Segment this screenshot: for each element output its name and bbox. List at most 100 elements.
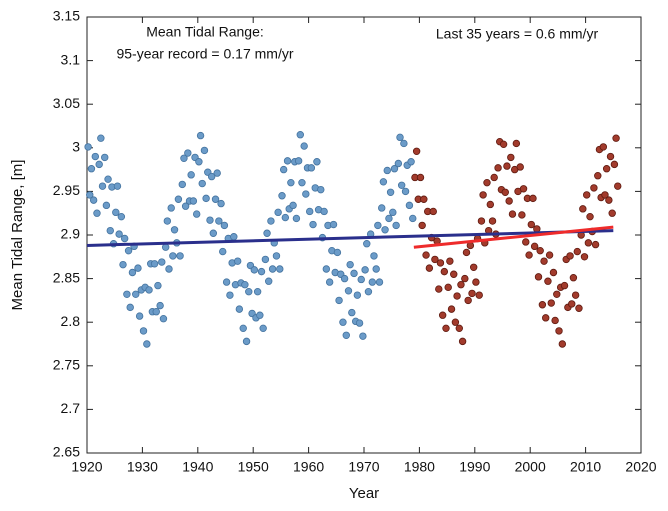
y-tick-label: 2.7 <box>61 400 81 416</box>
data-point <box>503 162 511 170</box>
data-point <box>372 265 380 273</box>
data-point <box>529 194 537 203</box>
y-tick-label: 3.05 <box>53 95 80 111</box>
data-point <box>450 270 458 278</box>
data-point <box>245 287 253 296</box>
data-point <box>602 165 611 173</box>
data-point <box>335 296 343 305</box>
y-axis-label: Mean Tidal Range, [m] <box>9 160 26 311</box>
x-tick-label: 2020 <box>625 459 656 475</box>
data-point <box>469 263 478 271</box>
data-point <box>113 182 122 190</box>
x-tick-label: 2000 <box>515 459 546 475</box>
data-point <box>516 163 524 171</box>
data-point <box>435 285 443 293</box>
data-point <box>461 274 469 283</box>
data-point <box>392 221 400 230</box>
data-point <box>355 319 364 327</box>
data-point <box>163 217 172 225</box>
data-point <box>571 291 580 299</box>
data-point <box>601 191 609 199</box>
data-point <box>126 303 134 312</box>
data-point <box>379 178 388 186</box>
data-point <box>580 253 589 261</box>
data-point <box>213 169 221 177</box>
data-point <box>584 239 593 247</box>
data-point <box>184 149 192 157</box>
data-point <box>353 291 362 299</box>
data-point <box>381 226 389 234</box>
data-point <box>416 173 425 182</box>
data-point <box>378 204 386 212</box>
x-tick-label: 1930 <box>127 459 158 475</box>
x-tick-label: 1950 <box>238 459 269 475</box>
data-point <box>440 267 449 276</box>
data-point <box>313 158 321 166</box>
trend-line <box>86 229 614 247</box>
data-point <box>486 200 495 209</box>
data-point <box>438 311 447 319</box>
data-point <box>104 175 112 183</box>
data-point <box>530 242 539 251</box>
data-point <box>158 258 166 266</box>
data-point <box>174 195 183 203</box>
data-point <box>483 178 491 187</box>
x-tick-label: 1920 <box>71 459 102 475</box>
data-point <box>91 152 100 161</box>
data-point <box>263 229 271 237</box>
data-point <box>117 212 126 221</box>
data-point <box>206 216 214 224</box>
data-point <box>211 195 220 203</box>
data-point <box>579 205 587 213</box>
data-point <box>590 184 598 192</box>
data-point <box>464 296 472 305</box>
data-point <box>307 164 316 172</box>
data-point <box>394 159 403 168</box>
data-point <box>357 275 365 284</box>
data-point <box>494 164 502 172</box>
data-point <box>422 251 430 259</box>
y-tick-label: 2.9 <box>61 226 81 242</box>
data-point <box>242 337 251 346</box>
data-point <box>217 199 225 208</box>
data-point <box>154 281 162 290</box>
data-point <box>573 247 581 256</box>
data-point <box>309 220 317 229</box>
data-point <box>542 314 550 322</box>
data-point <box>512 139 521 148</box>
data-point <box>442 324 450 333</box>
data-point <box>451 318 460 326</box>
data-point <box>490 173 498 182</box>
data-point <box>267 217 275 225</box>
data-point <box>287 178 295 187</box>
data-point <box>346 260 354 269</box>
y-tick-label: 2.8 <box>61 313 81 329</box>
data-point <box>446 257 454 265</box>
data-point <box>389 208 397 217</box>
data-point <box>468 289 476 298</box>
annotation: Mean Tidal Range: <box>146 24 264 40</box>
y-tick-label: 3 <box>72 139 80 155</box>
x-tick-label: 1980 <box>404 459 435 475</box>
data-point <box>558 340 567 348</box>
data-point <box>533 225 541 233</box>
data-point <box>192 210 201 218</box>
data-point <box>222 278 231 286</box>
data-point <box>278 192 286 200</box>
data-point <box>322 265 331 273</box>
data-point <box>505 197 513 205</box>
data-point <box>235 305 244 313</box>
data-point <box>429 207 437 216</box>
data-point <box>348 308 356 317</box>
data-point <box>610 160 619 169</box>
data-point <box>455 324 463 333</box>
plot-frame <box>86 16 642 454</box>
data-point <box>475 291 483 299</box>
data-point <box>156 301 164 310</box>
data-point <box>555 327 563 335</box>
data-point <box>329 220 338 229</box>
data-point <box>298 178 306 187</box>
data-point <box>306 207 314 216</box>
data-point <box>220 221 229 230</box>
data-point <box>84 143 92 151</box>
